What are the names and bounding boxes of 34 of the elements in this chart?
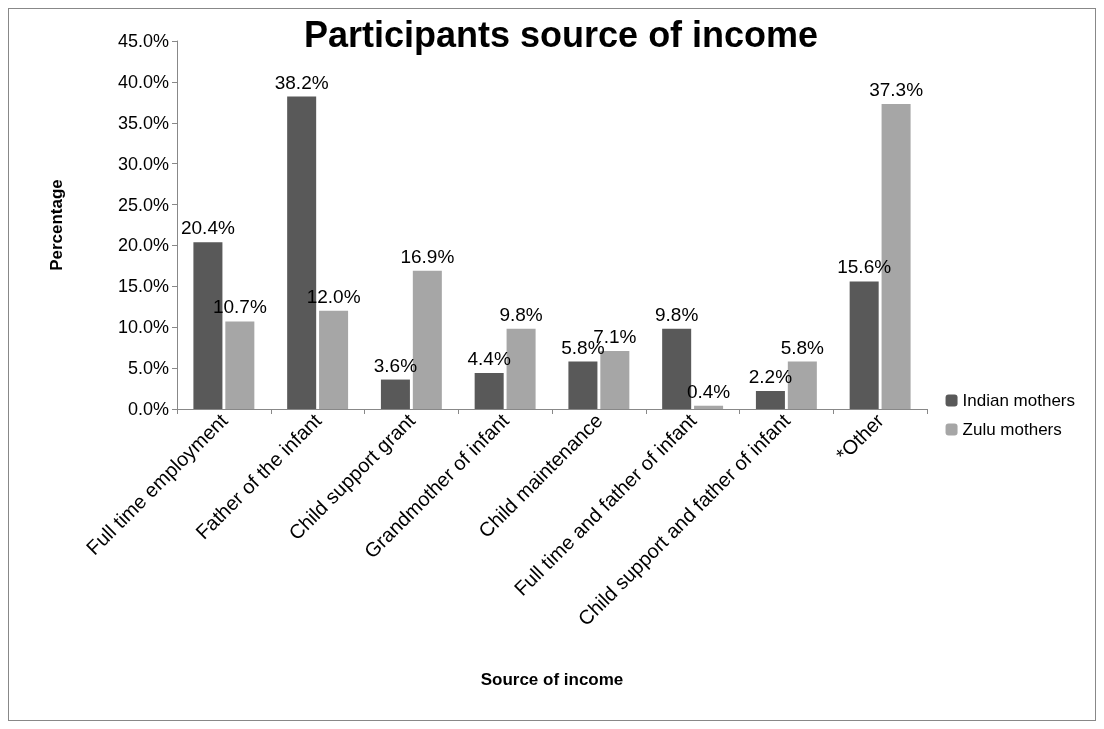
y-tick-label: 30.0%: [117, 153, 169, 174]
bar: [319, 310, 349, 409]
data-label: 3.6%: [373, 354, 418, 376]
chart-title: Participants source of income: [304, 13, 819, 55]
bar: [380, 379, 410, 409]
y-tick-label: 15.0%: [117, 276, 169, 297]
legend-label: Zulu mothers: [962, 420, 1062, 439]
y-tick-label: 0.0%: [127, 399, 169, 419]
y-tick-label: 20.0%: [117, 235, 169, 256]
y-tick-label: 25.0%: [117, 194, 169, 215]
bar: [849, 281, 879, 409]
data-label: 20.4%: [180, 217, 235, 239]
data-label: 2.2%: [748, 366, 793, 388]
bar: [474, 373, 504, 409]
y-axis-title: Percentage: [47, 179, 66, 271]
bar: [225, 321, 255, 409]
y-tick-label: 45.0%: [117, 31, 169, 51]
data-label: 37.3%: [869, 78, 924, 100]
y-tick-label: 35.0%: [117, 112, 169, 133]
bar: [568, 361, 598, 409]
data-label: 16.9%: [400, 245, 455, 267]
data-label: 4.4%: [467, 348, 511, 370]
data-label: 38.2%: [274, 71, 329, 93]
data-label: 15.6%: [837, 256, 892, 278]
y-tick-label: 40.0%: [117, 71, 169, 92]
legend-label: Indian mothers: [962, 391, 1075, 410]
bar: [755, 391, 785, 409]
y-tick-label: 5.0%: [127, 358, 169, 379]
data-label: 9.8%: [655, 303, 699, 325]
bar: [694, 405, 724, 409]
y-tick-label: 10.0%: [117, 317, 169, 338]
data-label: 5.8%: [780, 336, 825, 358]
x-axis-title: Source of income: [480, 670, 624, 689]
data-label: 9.8%: [499, 303, 543, 325]
